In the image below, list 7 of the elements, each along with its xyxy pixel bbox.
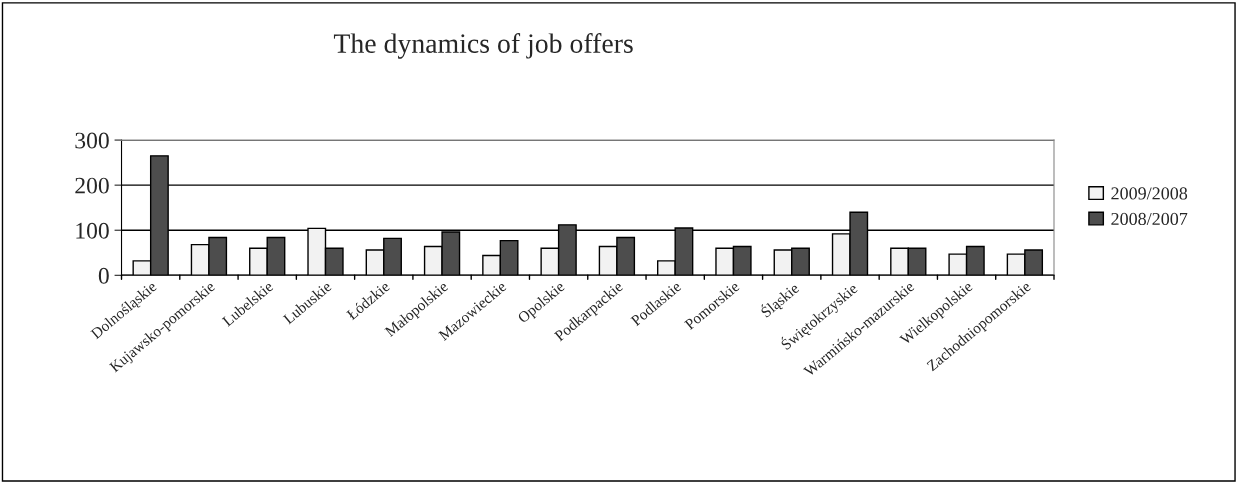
y-tick-label: 100: [76, 222, 109, 239]
chart-title: The dynamics of job offers: [333, 33, 633, 59]
legend-label: 2008/2007: [1111, 212, 1188, 226]
legend-label: 2009/2008: [1111, 187, 1188, 200]
y-tick-label: 0: [98, 267, 109, 284]
y-tick-label: 300: [75, 132, 109, 149]
y-tick-label: 200: [75, 177, 109, 194]
